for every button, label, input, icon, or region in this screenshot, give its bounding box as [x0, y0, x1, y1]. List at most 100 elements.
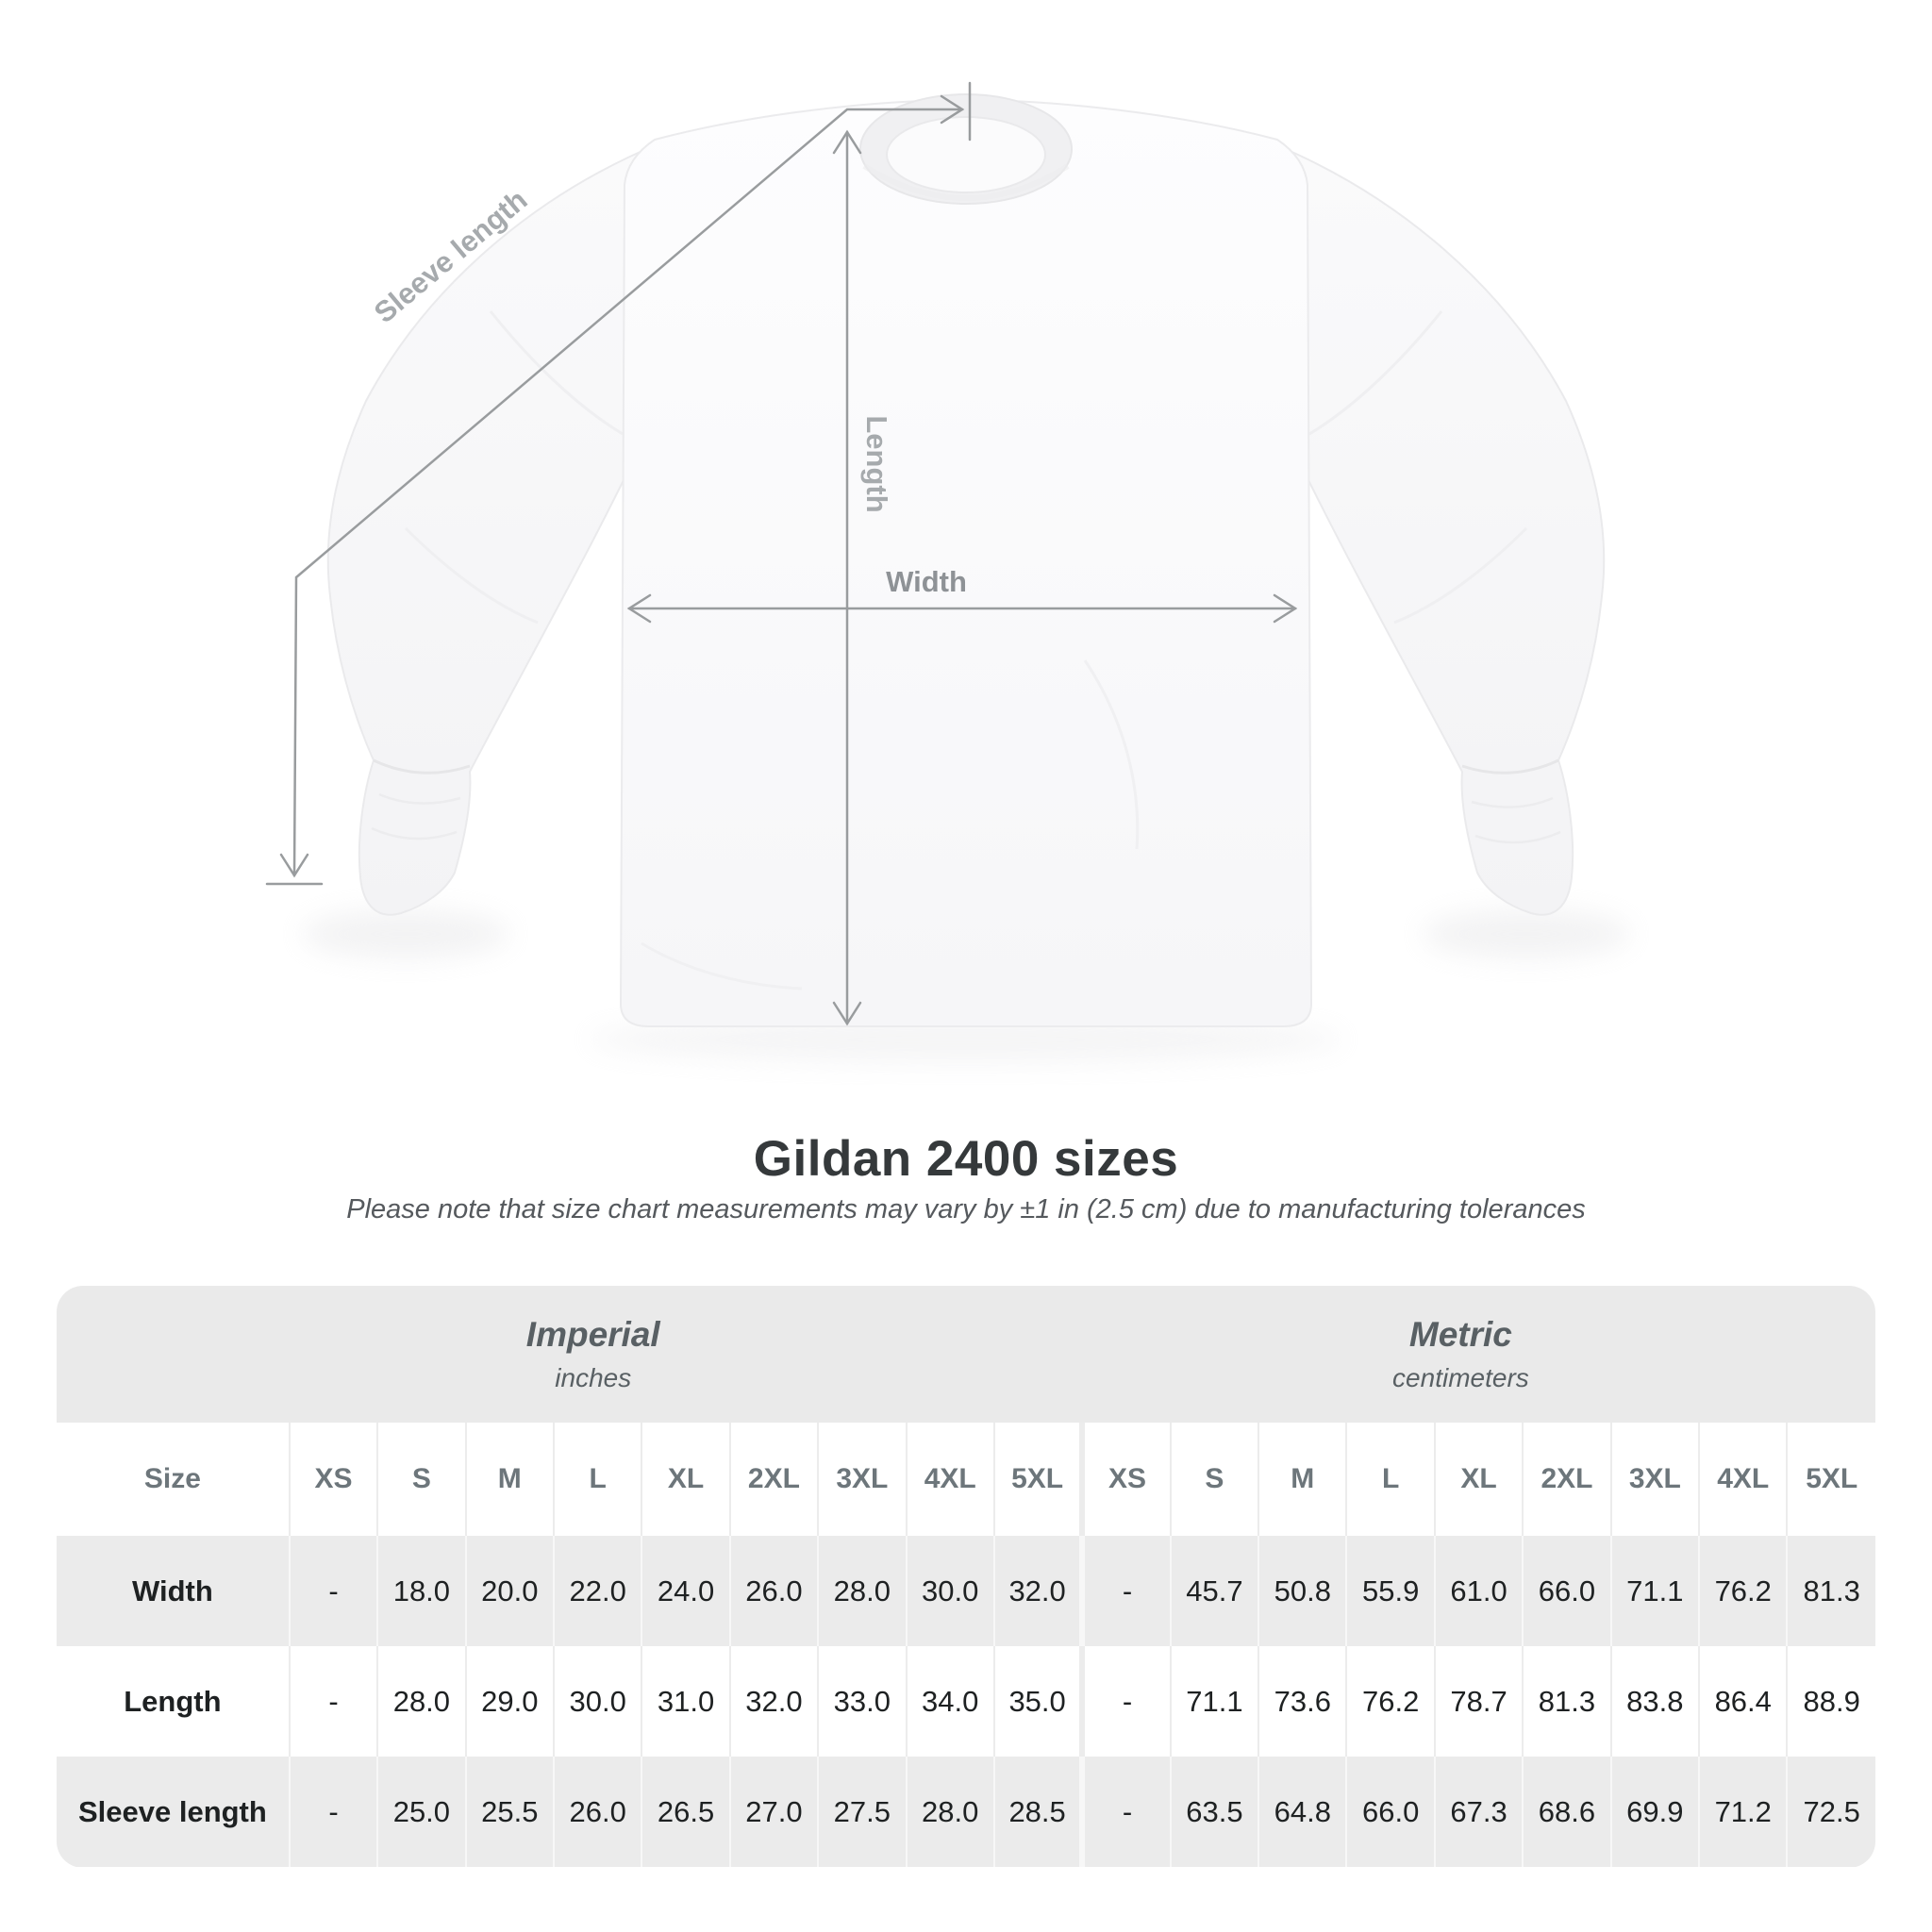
- value-cell: 66.0: [1522, 1536, 1611, 1646]
- value-cell: 50.8: [1257, 1536, 1347, 1646]
- value-cell: 28.0: [376, 1646, 466, 1757]
- value-cell: 27.0: [728, 1757, 819, 1867]
- value-cell: 24.0: [641, 1536, 730, 1646]
- sleeve-length-arrowhead-right: [940, 94, 965, 125]
- header-cell: L: [552, 1423, 642, 1536]
- value-cell: 28.5: [992, 1757, 1083, 1867]
- length-row: Length - 28.0 29.0 30.0 31.0 32.0 33.0 3…: [57, 1646, 1875, 1757]
- sleeve-length-arrow: [292, 108, 964, 877]
- header-cell: 4XL: [1698, 1423, 1788, 1536]
- metric-label: Metric: [1408, 1315, 1512, 1354]
- value-cell: 72.5: [1786, 1757, 1875, 1867]
- header-cell: XS: [1079, 1423, 1171, 1536]
- right-cuff-seam: [1461, 758, 1559, 774]
- length-label: Length: [860, 415, 893, 513]
- value-cell: 31.0: [641, 1646, 730, 1757]
- value-cell: 76.2: [1345, 1646, 1435, 1757]
- width-row: Width - 18.0 20.0 22.0 24.0 26.0 28.0 30…: [57, 1536, 1875, 1646]
- value-cell: 32.0: [992, 1536, 1083, 1646]
- header-cell: XL: [641, 1423, 730, 1536]
- right-sleeve: [1273, 142, 1606, 916]
- header-cell: L: [1345, 1423, 1435, 1536]
- size-chart-card: Imperial inches Metric centimeters Size …: [57, 1286, 1875, 1868]
- value-cell: 68.6: [1522, 1757, 1611, 1867]
- header-cell: 3XL: [817, 1423, 907, 1536]
- value-cell: 33.0: [817, 1646, 907, 1757]
- shirt-body: [619, 98, 1313, 1027]
- value-cell: 88.9: [1786, 1646, 1875, 1757]
- value-cell: 35.0: [992, 1646, 1083, 1757]
- shirt-illustration: [265, 81, 1630, 1062]
- header-cell: 5XL: [1786, 1423, 1875, 1536]
- units-header: Imperial inches Metric centimeters: [57, 1286, 1875, 1423]
- header-cell: XL: [1433, 1423, 1524, 1536]
- value-cell: 29.0: [464, 1646, 554, 1757]
- imperial-section-header: Imperial inches: [526, 1286, 660, 1423]
- row-label: Length: [57, 1646, 290, 1757]
- page-title: Gildan 2400 sizes: [753, 1131, 1179, 1187]
- value-cell: 83.8: [1609, 1646, 1700, 1757]
- size-column-header: Size: [57, 1423, 290, 1536]
- row-label: Sleeve length: [57, 1757, 290, 1867]
- header-cell: 2XL: [1522, 1423, 1611, 1536]
- width-arrowhead-left: [626, 593, 652, 624]
- header-cell: 2XL: [728, 1423, 819, 1536]
- collar-inner: [886, 116, 1046, 193]
- value-cell: 78.7: [1433, 1646, 1524, 1757]
- tolerance-note: Please note that size chart measurements…: [346, 1194, 1586, 1224]
- header-cell: 4XL: [905, 1423, 994, 1536]
- value-cell: 55.9: [1345, 1536, 1435, 1646]
- value-cell: 71.1: [1609, 1536, 1700, 1646]
- row-label: Width: [57, 1536, 290, 1646]
- header-cell: S: [1169, 1423, 1259, 1536]
- collar-shading: [862, 163, 1070, 201]
- value-cell: 76.2: [1698, 1536, 1788, 1646]
- width-label: Width: [886, 565, 967, 598]
- value-cell: 67.3: [1433, 1757, 1524, 1867]
- value-cell: 32.0: [728, 1646, 819, 1757]
- value-cell: 71.1: [1169, 1646, 1259, 1757]
- value-cell: 73.6: [1257, 1646, 1347, 1757]
- value-cell: 25.0: [376, 1757, 466, 1867]
- left-sleeve-fold: [404, 310, 624, 625]
- metric-section-header: Metric centimeters: [1392, 1286, 1529, 1423]
- value-cell: 26.5: [641, 1757, 730, 1867]
- measurement-arrows: [265, 81, 1298, 1026]
- header-cell: 5XL: [992, 1423, 1083, 1536]
- value-cell: 86.4: [1698, 1646, 1788, 1757]
- value-cell: 18.0: [376, 1536, 466, 1646]
- right-cuff-shadow: [1423, 909, 1630, 958]
- header-cell: 3XL: [1609, 1423, 1700, 1536]
- sleeve-length-row: Sleeve length - 25.0 25.5 26.0 26.5 27.0…: [57, 1757, 1875, 1867]
- value-cell: 63.5: [1169, 1757, 1259, 1867]
- sleeve-length-arrowhead-down: [279, 853, 309, 878]
- value-cell: -: [1079, 1646, 1171, 1757]
- value-cell: 81.3: [1522, 1646, 1611, 1757]
- header-cell: M: [464, 1423, 554, 1536]
- right-cuff-rib: [1471, 796, 1561, 844]
- value-cell: 26.0: [728, 1536, 819, 1646]
- value-cell: 20.0: [464, 1536, 554, 1646]
- value-cell: -: [288, 1536, 378, 1646]
- value-cell: 22.0: [552, 1536, 642, 1646]
- value-cell: 27.5: [817, 1757, 907, 1867]
- value-cell: -: [1079, 1757, 1171, 1867]
- size-table: Size XS S M L XL 2XL 3XL 4XL 5XL XS S M …: [57, 1423, 1875, 1867]
- value-cell: 64.8: [1257, 1757, 1347, 1867]
- header-cell: M: [1257, 1423, 1347, 1536]
- hem-shadow: [589, 1017, 1343, 1062]
- value-cell: -: [1079, 1536, 1171, 1646]
- value-cell: 30.0: [905, 1536, 994, 1646]
- length-arrowhead-up: [832, 129, 862, 155]
- shirt-measurement-diagram: Sleeve length Length Width: [265, 81, 1630, 1062]
- left-cuff-rib: [371, 792, 461, 841]
- value-cell: 45.7: [1169, 1536, 1259, 1646]
- value-cell: 71.2: [1698, 1757, 1788, 1867]
- value-cell: -: [288, 1757, 378, 1867]
- value-cell: 25.5: [464, 1757, 554, 1867]
- value-cell: 26.0: [552, 1757, 642, 1867]
- left-cuff-seam: [373, 758, 471, 774]
- size-header-row: Size XS S M L XL 2XL 3XL 4XL 5XL XS S M …: [57, 1423, 1875, 1536]
- value-cell: 69.9: [1609, 1757, 1700, 1867]
- value-cell: 34.0: [905, 1646, 994, 1757]
